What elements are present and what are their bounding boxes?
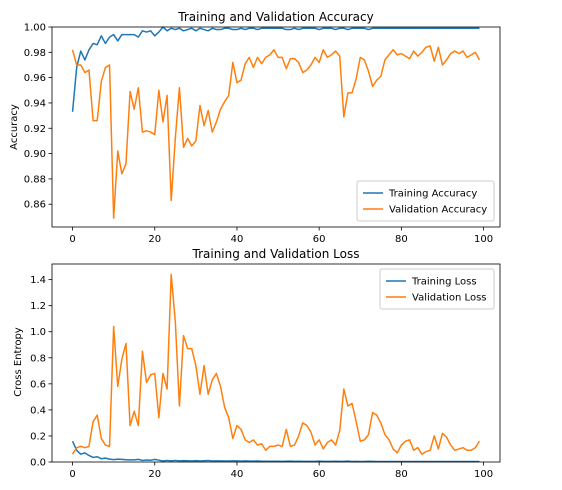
- accuracy-y-tick-label: 0.88: [24, 174, 46, 185]
- accuracy-x-tick-label: 60: [313, 234, 326, 245]
- accuracy-series-line-2: [71, 45, 481, 219]
- accuracy-y-tick-label: 0.86: [24, 200, 46, 211]
- loss-chart-title: Training and Validation Loss: [192, 247, 360, 261]
- accuracy-x-tick-label: 80: [395, 234, 408, 245]
- loss-chart: Training and Validation Loss Cross Entro…: [13, 247, 501, 480]
- loss-x-tick-label: 40: [231, 469, 244, 480]
- loss-y-tick-label: 0.8: [30, 353, 46, 364]
- accuracy-series-line-1: [71, 26, 480, 112]
- accuracy-y-tick-label: 0.96: [24, 73, 46, 84]
- accuracy-y-tick-label: 0.98: [24, 48, 46, 59]
- accuracy-axes-frame: [51, 26, 501, 228]
- loss-x-tick-label: 60: [313, 469, 326, 480]
- loss-y-tick-label: 1.2: [30, 301, 46, 312]
- loss-y-tick-label: 0.6: [30, 379, 46, 390]
- accuracy-legend-label: Training Accuracy: [388, 189, 477, 200]
- accuracy-legend-box: [356, 180, 495, 222]
- accuracy-legend: Training Accuracy Validation Accuracy: [356, 180, 495, 222]
- accuracy-x-tick-label: 40: [231, 234, 244, 245]
- loss-plot-area: 0 20 40 60 80 100 0.0 0.2 0.4 0.6 0.8 1.0 1.2 1.4: [30, 263, 501, 480]
- loss-y-tick-label: 1.4: [30, 275, 46, 286]
- loss-series-line-2: [71, 273, 481, 455]
- loss-legend-label: Validation Loss: [412, 293, 487, 304]
- accuracy-chart-title: Training and Validation Accuracy: [177, 10, 373, 24]
- accuracy-chart-ylabel: Accuracy: [9, 104, 20, 150]
- loss-y-tick-label: 0.4: [30, 405, 46, 416]
- loss-axes-frame: [51, 263, 501, 463]
- accuracy-y-tick-label: 0.92: [24, 124, 46, 135]
- accuracy-y-tick-label: 0.90: [24, 149, 46, 160]
- loss-chart-ylabel: Cross Entropy: [13, 327, 24, 397]
- loss-x-tick-label: 20: [148, 469, 161, 480]
- loss-legend-box: [379, 268, 495, 310]
- accuracy-x-tick-label: 100: [474, 234, 493, 245]
- accuracy-x-tick-label: 20: [148, 234, 161, 245]
- accuracy-plot-area: 0 20 40 60 80 100 0.86 0.88 0.90 0.92 0.94 0.96 0.98…: [24, 23, 501, 245]
- loss-legend-label: Training Loss: [411, 277, 477, 288]
- accuracy-x-tick-label: 0: [69, 234, 75, 245]
- loss-y-tick-label: 0.0: [30, 458, 46, 469]
- loss-x-tick-label: 0: [69, 469, 75, 480]
- accuracy-y-tick-label: 0.94: [24, 98, 46, 109]
- loss-series-line-1: [71, 440, 480, 463]
- loss-x-tick-label: 100: [474, 469, 493, 480]
- accuracy-legend-label: Validation Accuracy: [389, 205, 487, 216]
- loss-legend: Training Loss Validation Loss: [379, 268, 495, 310]
- loss-y-tick-label: 1.0: [30, 327, 46, 338]
- loss-y-tick-label: 0.2: [30, 431, 46, 442]
- accuracy-y-tick-label: 1.00: [24, 23, 46, 34]
- accuracy-chart: Training and Validation Accuracy Accurac…: [9, 10, 501, 245]
- loss-x-tick-label: 80: [395, 469, 408, 480]
